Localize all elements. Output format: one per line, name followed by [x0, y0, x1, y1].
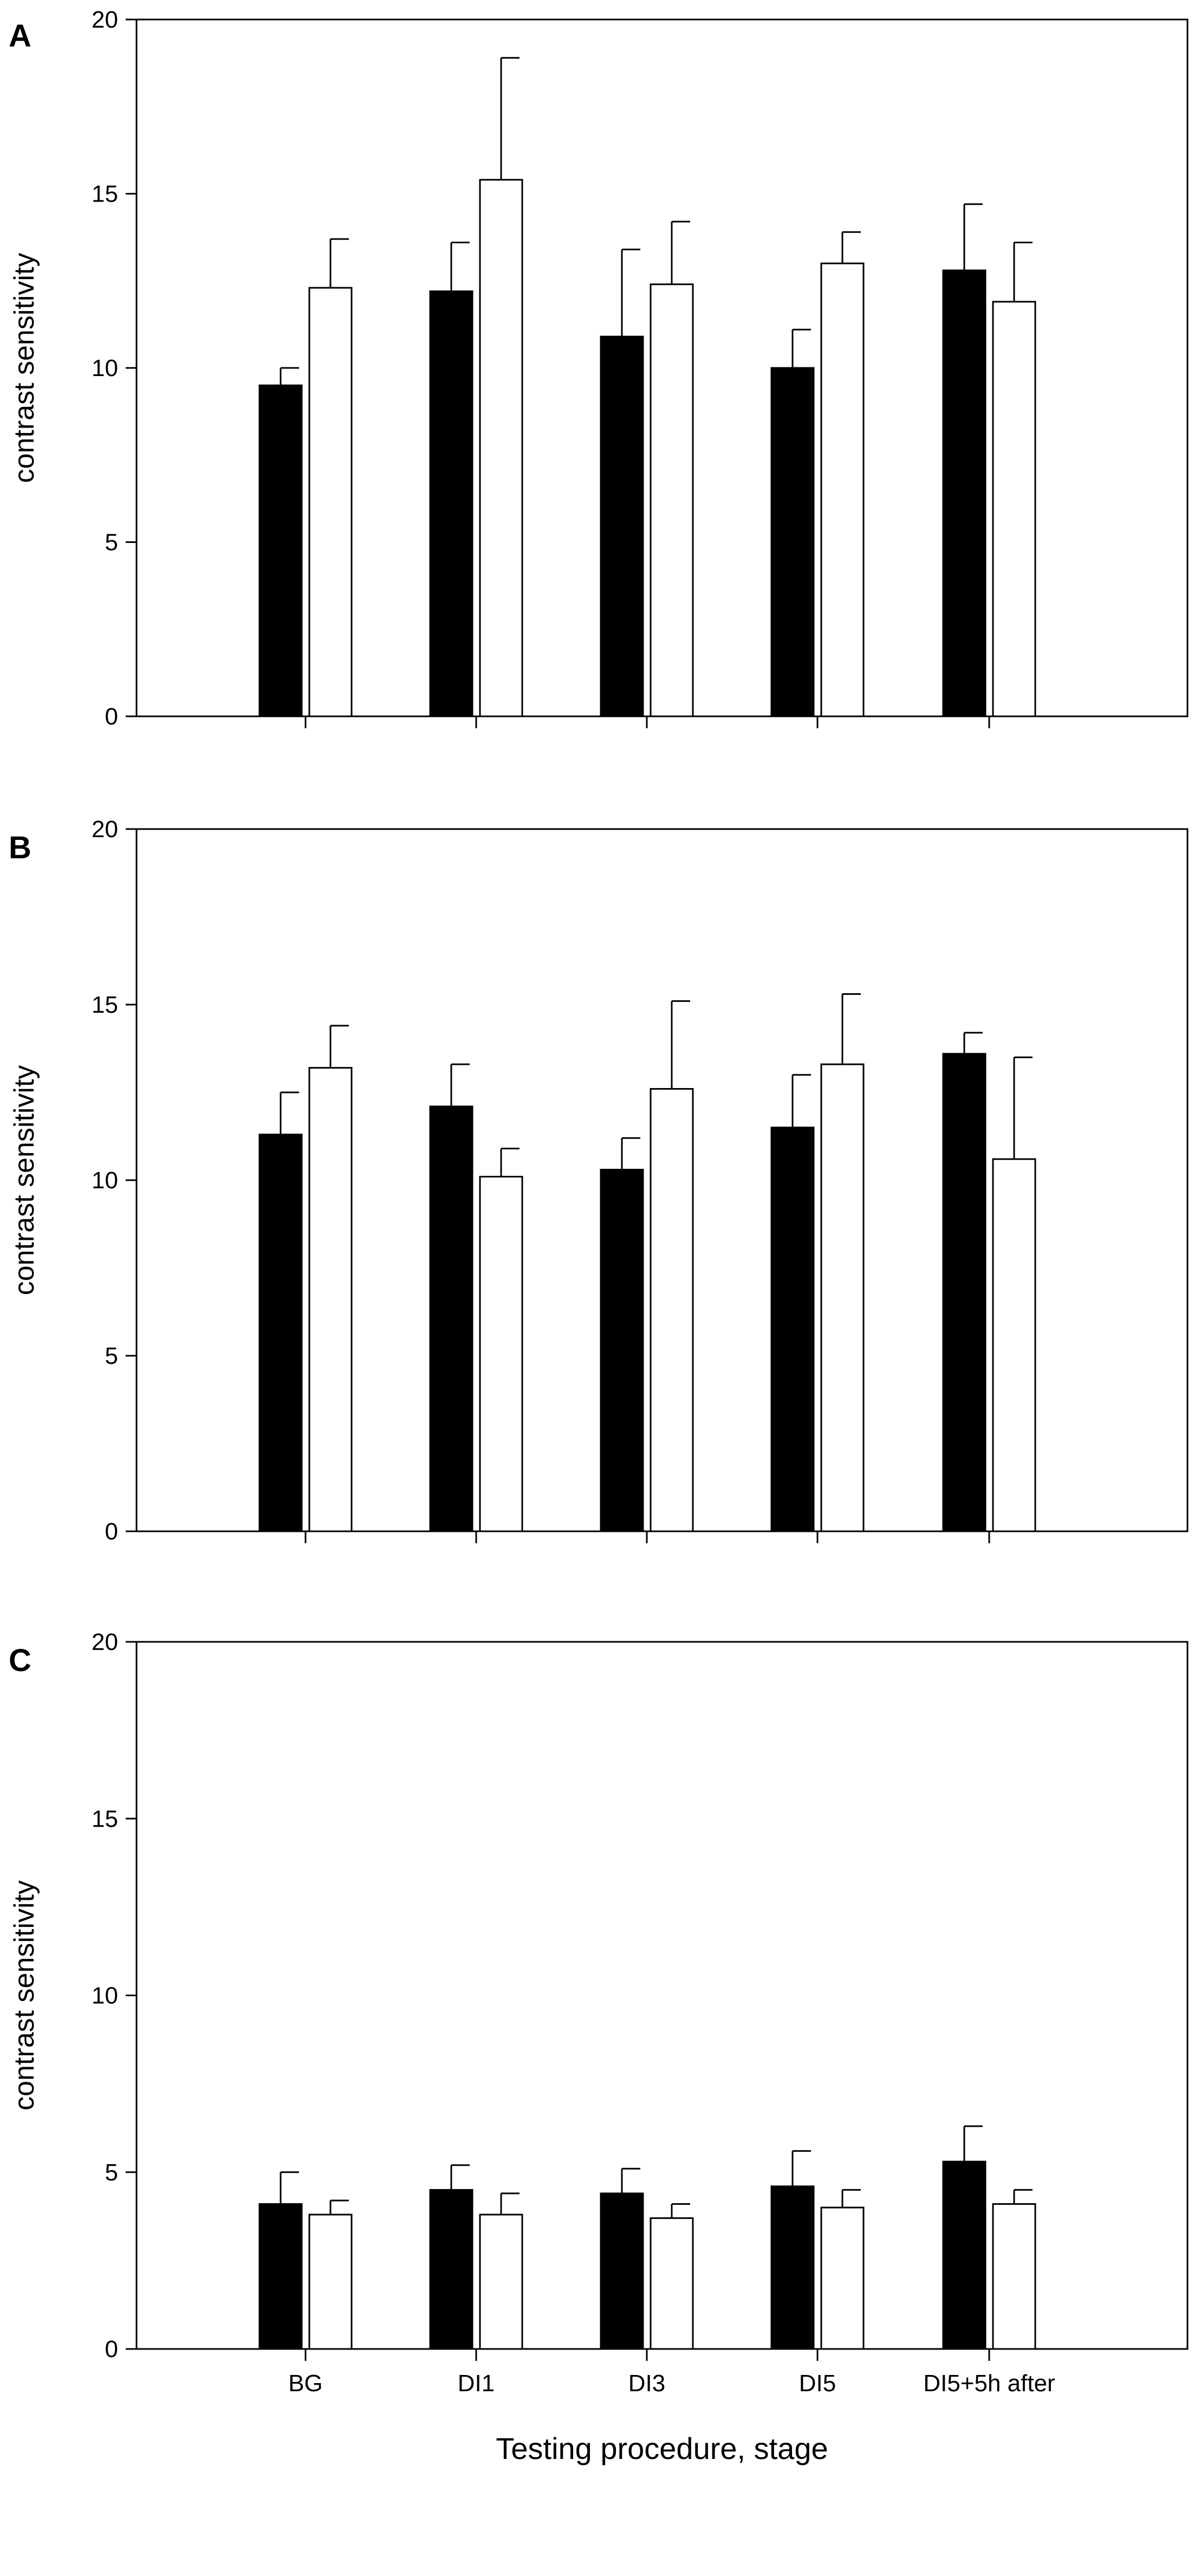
x-tick-label: DI5: [799, 2370, 836, 2397]
panel-letter: C: [9, 1643, 31, 1678]
bar-filled: [770, 1127, 815, 1532]
y-tick-label: 20: [92, 1629, 118, 1655]
bar-filled: [429, 1105, 473, 1532]
y-tick-label: 10: [92, 1983, 118, 2009]
bar-filled: [770, 2185, 815, 2350]
y-tick-label: 15: [92, 1805, 118, 1832]
y-tick-label: 15: [92, 992, 118, 1018]
x-axis-title: Testing procedure, stage: [496, 2431, 828, 2465]
y-tick-label: 5: [105, 529, 118, 556]
panel-a: A 0 5 10 15 20 contrast sensitivity: [9, 7, 1189, 730]
bar-filled: [429, 290, 473, 717]
bar-open: [308, 1067, 353, 1532]
x-tick-label: DI5+5h after: [923, 2370, 1055, 2397]
y-axis-label: contrast sensitivity: [9, 253, 40, 483]
y-tick-label: 15: [92, 181, 118, 208]
bar-open: [479, 179, 523, 717]
x-tick-label: BG: [288, 2370, 323, 2397]
panel-c: C 0 5 10 15 20 contrast sensitivity BG DI1 DI3 DI5…: [9, 1629, 1189, 2397]
y-axis-label: contrast sensitivity: [9, 1065, 40, 1296]
y-tick-label: 5: [105, 1343, 118, 1369]
bar-filled: [600, 335, 644, 717]
bar-filled: [600, 2192, 644, 2350]
bar-open: [479, 1176, 523, 1532]
y-tick-label: 5: [105, 2159, 118, 2186]
bar-open: [650, 1088, 694, 1532]
panel-letter: A: [9, 18, 31, 54]
bar-filled: [942, 269, 986, 717]
panel-letter: B: [9, 830, 31, 865]
bar-filled: [942, 1053, 986, 1532]
panel-b: B 0 5 10 15 20 contrast sensitivity: [9, 816, 1189, 1545]
bar-open: [820, 2206, 865, 2350]
bar-filled: [770, 367, 815, 717]
y-tick-label: 10: [92, 355, 118, 381]
bar-open: [308, 287, 353, 717]
bar-filled: [600, 1169, 644, 1532]
bar-open: [992, 301, 1036, 717]
bar-filled: [942, 2160, 986, 2350]
bar-filled: [258, 384, 303, 717]
bar-open: [820, 262, 865, 717]
y-axis-label: contrast sensitivity: [9, 1880, 40, 2111]
bar-open: [308, 2213, 353, 2350]
bar-open: [992, 2203, 1036, 2350]
bar-open: [992, 1158, 1036, 1532]
x-tick-label: DI3: [628, 2370, 665, 2397]
y-tick-label: 0: [105, 1518, 118, 1545]
bar-open: [650, 283, 694, 717]
y-tick-label: 20: [92, 816, 118, 843]
bar-open: [820, 1063, 865, 1532]
y-tick-label: 0: [105, 2336, 118, 2363]
y-tick-label: 10: [92, 1167, 118, 1194]
bar-filled: [258, 2203, 303, 2350]
bar-open: [479, 2213, 523, 2350]
bar-filled: [258, 1134, 303, 1532]
bar-filled: [429, 2189, 473, 2350]
y-tick-label: 0: [105, 703, 118, 730]
bar-open: [650, 2217, 694, 2350]
x-tick-label: DI1: [458, 2370, 495, 2397]
y-tick-label: 20: [92, 7, 118, 33]
